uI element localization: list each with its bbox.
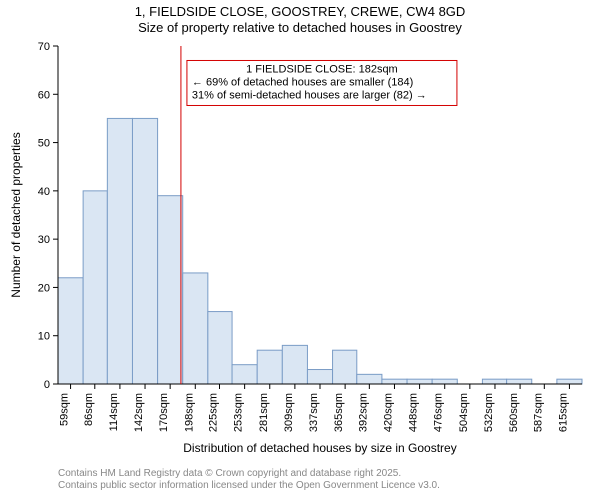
x-tick-label: 504sqm: [458, 393, 470, 432]
x-tick-label: 114sqm: [108, 393, 120, 431]
histogram-bar: [107, 118, 132, 384]
x-tick-label: 365sqm: [333, 393, 345, 432]
histogram-bar: [257, 350, 282, 384]
histogram-bar: [232, 365, 257, 384]
x-axis-label: Distribution of detached houses by size …: [183, 441, 456, 455]
x-tick-label: 198sqm: [183, 393, 195, 432]
x-tick-label: 615sqm: [557, 393, 569, 432]
title-line1: 1, FIELDSIDE CLOSE, GOOSTREY, CREWE, CW4…: [135, 4, 466, 19]
histogram-bar: [208, 312, 232, 384]
x-tick-label: 560sqm: [508, 393, 520, 432]
histogram-bar: [83, 191, 107, 384]
y-tick-label: 40: [38, 186, 50, 198]
x-tick-label: 476sqm: [433, 393, 445, 432]
y-tick-label: 70: [38, 41, 50, 53]
y-tick-label: 20: [38, 282, 50, 294]
x-tick-label: 59sqm: [59, 393, 71, 426]
x-tick-label: 392sqm: [357, 393, 369, 432]
histogram-bar: [132, 118, 157, 384]
histogram-bar: [58, 278, 83, 384]
histogram-bar: [357, 374, 382, 384]
histogram-bar: [557, 379, 582, 384]
x-tick-label: 142sqm: [133, 393, 145, 432]
y-tick-label: 30: [38, 234, 50, 246]
credit-line: Contains public sector information licen…: [58, 480, 440, 491]
y-tick-label: 10: [38, 331, 50, 343]
y-tick-label: 50: [38, 138, 50, 150]
x-tick-label: 448sqm: [408, 393, 420, 432]
histogram-bar: [282, 345, 307, 384]
histogram-bar: [507, 379, 532, 384]
y-axis-label: Number of detached properties: [9, 132, 23, 297]
x-tick-label: 337sqm: [308, 393, 320, 432]
histogram-bar: [333, 350, 357, 384]
x-tick-label: 532sqm: [483, 393, 495, 432]
x-tick-label: 420sqm: [382, 393, 394, 432]
x-tick-label: 253sqm: [233, 393, 245, 432]
x-tick-label: 281sqm: [258, 393, 270, 432]
annotation-line: 1 FIELDSIDE CLOSE: 182sqm: [246, 63, 398, 75]
y-tick-label: 0: [44, 379, 50, 391]
annotation-line: 31% of semi-detached houses are larger (…: [192, 89, 427, 101]
x-tick-label: 225sqm: [208, 393, 220, 432]
histogram-bar: [183, 273, 208, 384]
histogram-bar: [432, 379, 457, 384]
x-tick-label: 170sqm: [158, 393, 170, 432]
histogram-bar: [382, 379, 407, 384]
histogram-bar: [307, 370, 332, 384]
y-tick-label: 60: [38, 89, 50, 101]
annotation-line: ← 69% of detached houses are smaller (18…: [192, 76, 413, 88]
x-tick-label: 309sqm: [283, 393, 295, 432]
x-tick-label: 86sqm: [83, 393, 95, 426]
histogram-bar: [407, 379, 432, 384]
x-tick-label: 587sqm: [532, 393, 544, 432]
credit-line: Contains HM Land Registry data © Crown c…: [58, 468, 401, 479]
histogram-bar: [158, 196, 183, 384]
title-line2: Size of property relative to detached ho…: [138, 20, 462, 35]
histogram-bar: [482, 379, 506, 384]
